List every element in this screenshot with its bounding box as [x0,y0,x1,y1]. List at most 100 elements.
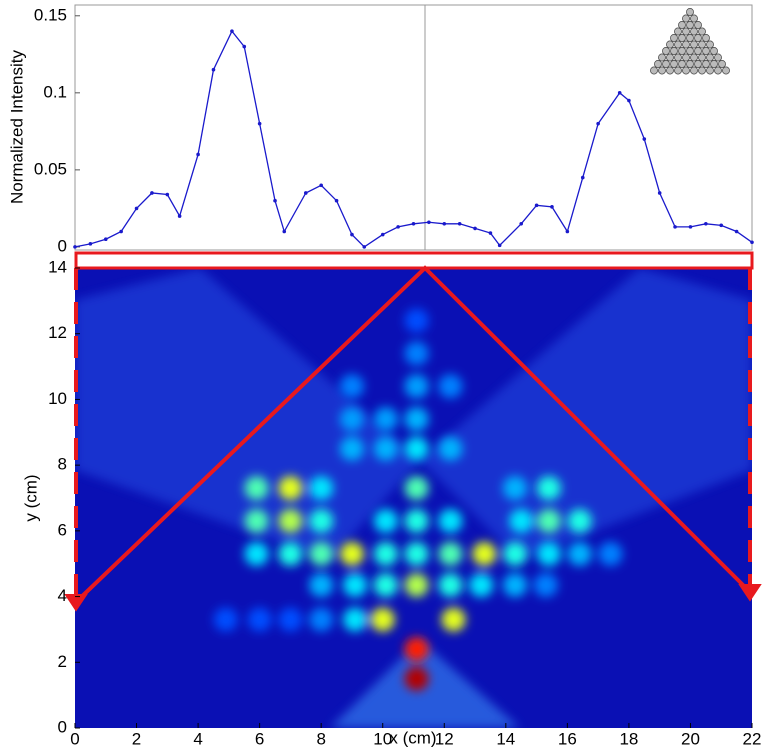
spot [441,607,466,632]
line-frame [74,4,753,251]
inset-circle [686,60,694,68]
point [565,229,570,234]
spot [373,436,398,461]
inset-circle [690,53,698,62]
spot [438,436,463,461]
inset-circle [654,60,662,68]
spot [567,509,592,533]
point [411,222,416,226]
spot [438,374,463,399]
point [257,121,262,126]
spot [309,509,334,533]
inset-circle [690,27,698,36]
point [177,214,182,218]
point [134,206,139,211]
inset-circle [682,66,690,75]
inset-circle [706,66,714,75]
x-tick-label: 0 [70,729,79,748]
y-tick-label: 14 [48,257,67,276]
spot [278,509,303,533]
spot [309,607,334,632]
point [282,229,287,234]
spot [404,509,429,533]
spot [339,436,364,461]
y-tick-label: 0.1 [43,82,67,101]
point [362,245,367,249]
point [88,242,93,246]
point [242,44,247,49]
spot [404,341,429,366]
point [319,183,323,188]
point [103,237,108,242]
heatmap-beams [75,268,752,728]
spot [536,541,561,566]
inset-circle [678,47,686,55]
point [719,223,724,228]
x-tick-label: 2 [132,729,141,748]
spot [438,509,463,533]
spot [404,541,429,566]
point [73,245,77,249]
inset-circle [690,66,698,75]
inset-circle [678,34,686,42]
inset-circle [702,60,710,68]
inset-circle [694,47,702,55]
point [550,205,554,209]
spot [503,476,528,501]
y-tick-label: 8 [58,455,67,474]
inset-circle [698,40,706,49]
y-tick-label: 0.15 [34,5,67,24]
inset-circle [714,66,722,75]
inset-circle [658,66,666,75]
spot [278,541,303,566]
spot [404,476,429,501]
spot [244,541,269,566]
spot [244,509,269,533]
spot [404,407,429,432]
spot [309,541,334,566]
y-tick-label: 6 [58,520,67,539]
point [473,226,477,231]
spot [404,308,429,333]
x-tick-label: 20 [681,729,700,748]
point [427,220,431,225]
inset-circle [666,40,674,49]
y-tick-label: 0 [58,236,67,255]
spot [438,573,463,598]
inset-circle [698,66,706,75]
spot [343,607,368,632]
inset-circle [658,53,666,62]
inset-circle [686,8,694,16]
point [150,191,154,195]
spot [404,374,429,399]
inset-circle [694,60,702,68]
inset-circle [682,53,690,62]
spot [404,573,429,598]
inset-circle [650,66,658,75]
inset-circle [662,47,670,55]
point [673,225,677,229]
inset-circle [690,14,698,23]
spot [247,607,272,632]
inset-circle [670,34,678,42]
inset-circle [698,53,706,62]
point [657,191,662,195]
point [519,222,524,226]
inset-circle [706,53,714,62]
inset-circle [694,34,702,42]
x-tick-label: 12 [435,729,454,748]
inset-circle [710,60,718,68]
inset-circle [714,53,722,62]
point [119,229,123,234]
spot [536,476,561,501]
inset-circle [686,34,694,42]
point [617,91,622,95]
y-tick-label: 2 [58,652,67,671]
point [488,231,493,235]
inset-circle [698,27,706,36]
inset-circle [722,66,730,75]
point [165,192,170,197]
spot [278,476,303,501]
inset-circle [710,47,718,55]
